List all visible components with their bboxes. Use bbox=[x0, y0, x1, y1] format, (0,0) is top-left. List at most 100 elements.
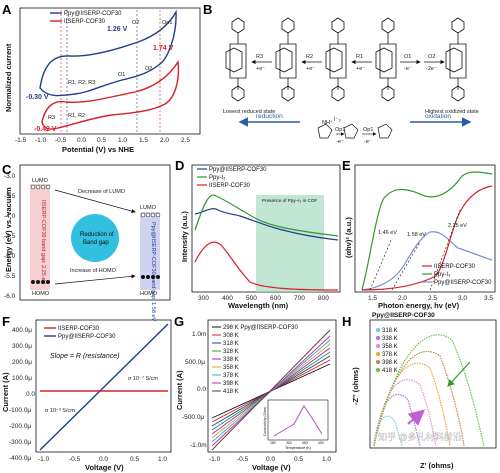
uv-series-ppy-i3 bbox=[194, 194, 339, 237]
cv-ann-m030: -0.30 V bbox=[26, 94, 49, 101]
cv-ann-op1: Op1 bbox=[162, 20, 172, 26]
uv-xtick: 700 bbox=[294, 295, 305, 302]
uv-region bbox=[256, 195, 324, 292]
band-homo-right bbox=[141, 275, 160, 279]
tauc-fit bbox=[429, 209, 461, 291]
cv-ylabel: Normalized current bbox=[4, 43, 13, 112]
ppy-e: -e⁻ bbox=[336, 139, 344, 145]
tiv-legend-label: 298 K Ppy@IISERP-COF30 bbox=[223, 325, 298, 331]
tauc-series-ppy-cof bbox=[361, 231, 493, 291]
band-ytick: -4.5 bbox=[4, 233, 16, 240]
eis-frame bbox=[369, 319, 497, 449]
tiv-ytick: 1.0m bbox=[192, 331, 206, 338]
eis-legend-label: 338 K bbox=[382, 336, 398, 342]
tiv-inset-xtick: 280 bbox=[270, 441, 276, 445]
uv-xlabel: Wavelength (nm) bbox=[228, 301, 289, 310]
panel-a-cv: A Normalized current Potential (V) vs NH… bbox=[2, 2, 201, 154]
cv-legend-label: Ppy@IISERP-COF30 bbox=[64, 11, 122, 17]
tiv-xtick: -0.5 bbox=[237, 456, 249, 463]
tiv-inset-xtick: 360 bbox=[302, 441, 308, 445]
eis-xlabel: Z' (ohms) bbox=[420, 461, 454, 470]
tauc-series-ppy-i3 bbox=[361, 171, 493, 291]
cv-series-cof bbox=[41, 59, 180, 130]
tiv-inset-series bbox=[273, 405, 323, 437]
iv-xlabel: Voltage (V) bbox=[85, 463, 124, 472]
uv-xticks: 300 bbox=[198, 295, 209, 302]
band-homo-left bbox=[31, 280, 50, 284]
ppy-i3: I⁻₃ bbox=[334, 117, 341, 123]
molecule-unit bbox=[375, 17, 397, 102]
molecule-unit bbox=[325, 17, 347, 102]
iv-ytick: 200.0μ bbox=[12, 359, 32, 366]
iv-xtick: -1.0 bbox=[38, 456, 50, 463]
mech-lowest: Lowest reduced state bbox=[223, 109, 275, 115]
band-frame bbox=[19, 164, 171, 301]
cv-xtick: -1.5 bbox=[15, 137, 27, 144]
iv-xtick: 1.0 bbox=[158, 456, 167, 463]
band-lumo-arrow bbox=[54, 189, 136, 214]
band-decrease: Decrease of LUMO bbox=[78, 189, 126, 195]
cv-xtick: 2.0 bbox=[160, 137, 169, 144]
mech-electron: -2e⁻ bbox=[426, 66, 437, 72]
tiv-legend-label: 338 K bbox=[223, 357, 239, 363]
tauc-xtick: 2.0 bbox=[398, 295, 407, 302]
cv-ann-174: 1.74 V bbox=[153, 45, 174, 52]
panel-b-mechanism: B Lowest reduced state bbox=[203, 2, 479, 145]
cv-ann-r3: R3 bbox=[48, 115, 55, 121]
mech-step: R3 bbox=[256, 54, 263, 60]
tauc-xtick: 1.5 bbox=[368, 295, 377, 302]
tiv-ylabel: Current (A) bbox=[175, 370, 184, 410]
band-lumo-right bbox=[140, 212, 161, 218]
panel-label-c: C bbox=[2, 162, 12, 177]
eis-series bbox=[373, 379, 437, 447]
band-lumo-left bbox=[30, 184, 51, 190]
tauc-xtick: 2.5 bbox=[428, 295, 437, 302]
ppy-units: NH⁺ I⁻₃ Op1 -e⁻ Op1 -e⁻ bbox=[317, 117, 393, 145]
panel-h-eis: H Ppy@IISERP-COF30 -Z'' (ohms) Z' (ohms)… bbox=[342, 312, 497, 470]
panel-label-f: F bbox=[2, 314, 10, 329]
tauc-xtick: 3.0 bbox=[458, 295, 467, 302]
band-gap-circle bbox=[71, 214, 119, 262]
tiv-xtick: -1.0 bbox=[209, 456, 221, 463]
panel-g-temp-iv: G Current (A) Voltage (V) 1.0m 500.0μ 0.… bbox=[174, 314, 337, 472]
panel-label-e: E bbox=[342, 158, 351, 173]
molecule-unit: Lowest reduced state bbox=[223, 17, 275, 115]
iv-legend-label: Ppy@IISERP-COF30 bbox=[58, 334, 116, 340]
cv-xtick: 1.5 bbox=[139, 137, 148, 144]
uv-legend-label: Ppy@IISERP-COF30 bbox=[209, 167, 267, 173]
tauc-ann: 1.58 eV bbox=[407, 232, 426, 238]
eis-arrow bbox=[407, 409, 426, 426]
tauc-legend-label: Ppy-I₃ bbox=[434, 272, 451, 278]
uv-xtick: 800 bbox=[318, 295, 329, 302]
cv-ann-m042: -0.42 V bbox=[34, 126, 57, 133]
uv-region-label: Presence of Ppy–I₃ in COF bbox=[262, 198, 317, 203]
band-circle-line: Band gap bbox=[83, 240, 109, 246]
tauc-legend-label: IISERP-COF30 bbox=[434, 264, 476, 270]
uv-ylabel: Intensity (a.u.) bbox=[180, 211, 189, 262]
band-right-box bbox=[140, 212, 160, 290]
tiv-legend-label: 398 K bbox=[223, 381, 239, 387]
cv-legend-label: IISERP-COF30 bbox=[64, 19, 106, 25]
eis-legend: 318 K 338 K 358 K 378 K 398 K 418 K bbox=[376, 328, 398, 374]
tiv-legend-label: 418 K bbox=[223, 389, 239, 395]
cv-ann-o2b: O2 bbox=[145, 66, 152, 72]
tiv-lines bbox=[211, 329, 331, 451]
iv-ytick: -300.0μ bbox=[9, 439, 31, 446]
cv-xtick: 1.0 bbox=[118, 137, 127, 144]
iv-legend-label: IISERP-COF30 bbox=[58, 326, 100, 332]
tiv-ytick: 0.0 bbox=[197, 386, 206, 393]
cv-xtick: -1.0 bbox=[35, 137, 47, 144]
iv-frame bbox=[35, 319, 172, 453]
tauc-xlabel: Photon energy, hν (eV) bbox=[378, 301, 460, 310]
band-circle-line: Reduction of bbox=[80, 232, 114, 238]
cv-xticks: -1.5 -1.0 -0.5 0.0 0.5 1.0 1.5 2.0 2.5 bbox=[15, 137, 190, 144]
tiv-ytick: -500.0μ bbox=[182, 414, 204, 421]
ppy-op1: Op1 bbox=[363, 127, 373, 133]
uv-series-cof bbox=[194, 241, 339, 291]
tiv-legend-label: 378 K bbox=[223, 373, 239, 379]
mech-electron: +e⁻ bbox=[256, 66, 265, 72]
cv-xtick: 0.5 bbox=[97, 137, 106, 144]
uv-xtick: 600 bbox=[270, 295, 281, 302]
cv-xtick: 0.0 bbox=[77, 137, 86, 144]
cv-axes-frame bbox=[19, 7, 201, 135]
